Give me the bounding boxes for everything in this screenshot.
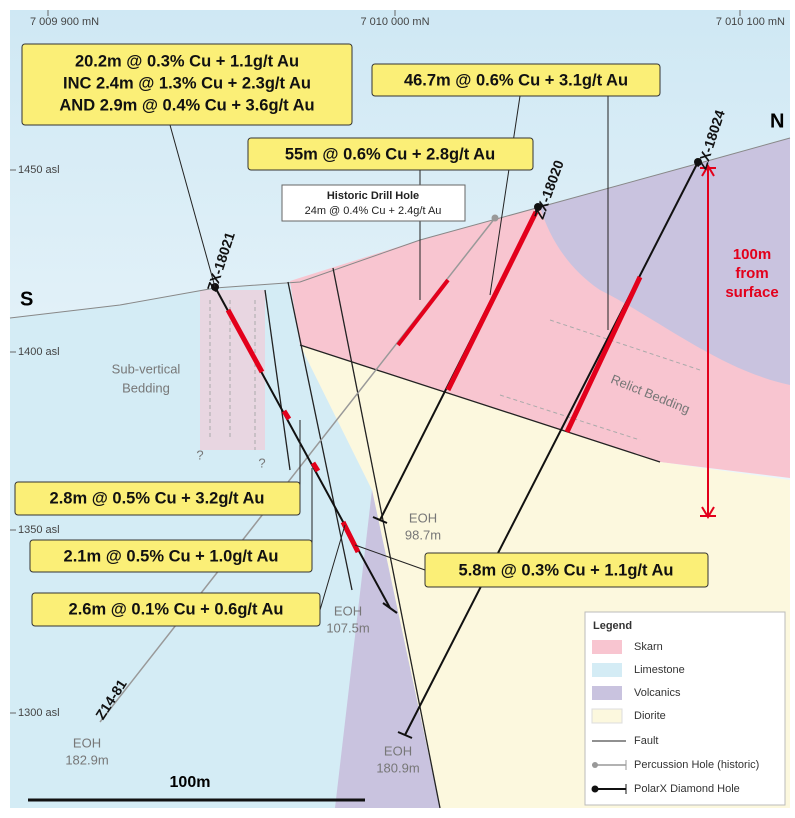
legend-item: Volcanics — [634, 687, 681, 699]
collars — [211, 158, 702, 291]
depth-marker-text: 100m — [733, 246, 771, 263]
callout-text: 20.2m @ 0.3% Cu + 1.1g/t Au — [75, 52, 299, 70]
eoh-label: EOH — [409, 510, 437, 525]
left-axis-label: 1450 asl — [18, 164, 60, 176]
eoh-label: EOH — [384, 743, 412, 758]
legend-swatches — [591, 640, 627, 794]
eoh-label: EOH — [334, 603, 362, 618]
collar — [491, 214, 499, 222]
callout-text: 2.6m @ 0.1% Cu + 0.6g/t Au — [69, 600, 284, 618]
bedding-lines — [209, 300, 701, 450]
volcanics-wedge — [335, 490, 440, 808]
eoh-depth: 107.5m — [326, 620, 369, 635]
historic-box — [281, 184, 466, 222]
legend-item: Diorite — [634, 710, 666, 722]
intercept — [396, 278, 450, 347]
callout-text: 46.7m @ 0.6% Cu + 3.1g/t Au — [404, 71, 628, 89]
historic-title: Historic Drill Hole — [327, 190, 419, 202]
depth-marker-text: from — [735, 265, 768, 282]
top-axis-label: 7 010 100 mN — [716, 16, 785, 28]
callout-text: 5.8m @ 0.3% Cu + 1.1g/t Au — [459, 561, 674, 579]
top-axis-label: 7 009 900 mN — [30, 16, 99, 28]
legend-item: PolarX Diamond Hole — [634, 783, 740, 795]
eoh-depth: 182.9m — [65, 752, 108, 767]
historic-detail: 24m @ 0.4% Cu + 2.4g/t Au — [305, 205, 442, 217]
eoh-depth: 180.9m — [376, 760, 419, 775]
unknown-note: ? — [196, 447, 203, 462]
bedding-note: Sub-vertical — [112, 361, 181, 376]
callout-text: 2.1m @ 0.5% Cu + 1.0g/t Au — [64, 547, 279, 565]
eoh-depth: 98.7m — [405, 527, 441, 542]
callout-boxes — [14, 43, 709, 627]
scale-label: 100m — [170, 774, 211, 791]
left-axis-label: 1300 asl — [18, 707, 60, 719]
legend-title: Legend — [593, 620, 632, 632]
left-axis-label: 1350 asl — [18, 524, 60, 536]
leaders — [169, 95, 609, 611]
eoh-label: EOH — [73, 735, 101, 750]
faults — [264, 267, 661, 809]
callout-text: AND 2.9m @ 0.4% Cu + 3.6g/t Au — [59, 96, 314, 114]
bedding-note: Bedding — [122, 380, 170, 395]
legend-item: Skarn — [634, 641, 663, 653]
intercepts — [225, 210, 643, 554]
axis-ticks — [10, 10, 741, 714]
compass-label: S — [20, 288, 33, 310]
legend-item: Fault — [634, 735, 658, 747]
depth-marker-text: surface — [725, 284, 778, 301]
compass-label: N — [770, 110, 784, 132]
volcanics — [540, 138, 790, 385]
legend-item: Limestone — [634, 664, 685, 676]
surface — [9, 137, 791, 319]
top-axis-label: 7 010 000 mN — [360, 16, 429, 28]
callout-text: 2.8m @ 0.5% Cu + 3.2g/t Au — [50, 489, 265, 507]
left-axis-label: 1400 asl — [18, 346, 60, 358]
callout-text: 55m @ 0.6% Cu + 2.8g/t Au — [285, 145, 495, 163]
unknown-note: ? — [258, 455, 265, 470]
callout-text: INC 2.4m @ 1.3% Cu + 2.3g/t Au — [63, 74, 311, 92]
legend-item: Percussion Hole (historic) — [634, 759, 759, 771]
depth-marker — [700, 164, 716, 519]
